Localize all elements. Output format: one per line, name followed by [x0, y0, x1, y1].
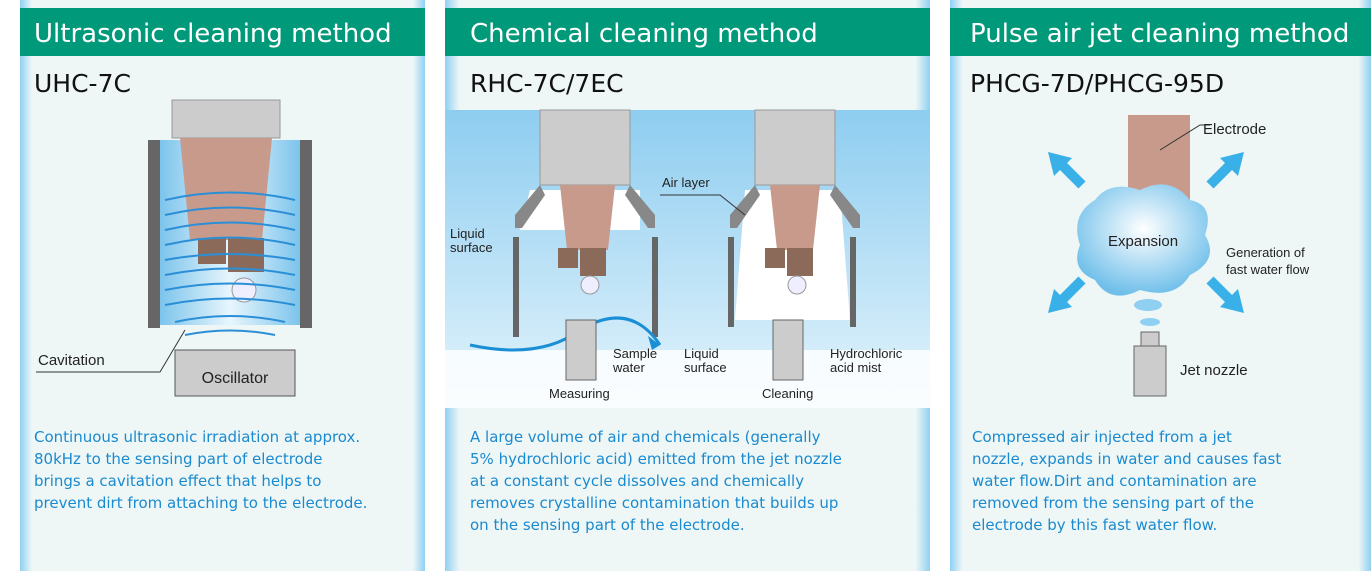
bulb: [581, 276, 599, 294]
holder: [172, 100, 280, 138]
tube-wall: [652, 237, 658, 337]
description-line: on the sensing part of the electrode.: [470, 516, 745, 534]
tube-wall: [850, 237, 856, 327]
nozzle: [773, 320, 803, 380]
bulb: [788, 276, 806, 294]
label: Jet nozzle: [1180, 362, 1248, 379]
description-line: at a constant cycle dissolves and chemic…: [470, 472, 804, 490]
panel-chemical: Chemical cleaning method RHC-7C/7EC Air …: [445, 0, 930, 571]
holder: [755, 110, 835, 185]
tube-wall: [728, 237, 734, 327]
label: Air layer: [662, 175, 710, 190]
tube-wall: [300, 140, 312, 328]
sensor: [787, 248, 813, 276]
panel-title: Ultrasonic cleaning method: [34, 19, 392, 49]
description-line: 5% hydrochloric acid) emitted from the j…: [470, 450, 842, 468]
description-line: nozzle, expands in water and causes fast: [972, 450, 1281, 468]
description-line: water flow.Dirt and contamination are: [972, 472, 1257, 490]
label: Measuring: [549, 386, 610, 401]
holder: [540, 110, 630, 185]
label: Electrode: [1203, 121, 1266, 138]
panel-title: Pulse air jet cleaning method: [970, 19, 1349, 49]
description-line: brings a cavitation effect that helps to: [34, 472, 321, 490]
description-line: electrode by this fast water flow.: [972, 516, 1217, 534]
label: Cavitation: [38, 352, 105, 369]
description-line: 80kHz to the sensing part of electrode: [34, 450, 323, 468]
figure: Ultrasonic cleaning method UHC-7C Oscill…: [0, 0, 1371, 571]
label: Oscillator: [202, 370, 269, 387]
panel-ultrasonic: Ultrasonic cleaning method UHC-7C Oscill…: [20, 0, 425, 571]
nozzle-tip: [1141, 332, 1159, 346]
description-line: A large volume of air and chemicals (gen…: [470, 428, 821, 446]
description-line: prevent dirt from attaching to the elect…: [34, 494, 367, 512]
nozzle: [1134, 346, 1166, 396]
label: Cleaning: [762, 386, 813, 401]
sensor: [198, 238, 226, 264]
description-line: Compressed air injected from a jet: [972, 428, 1232, 446]
label: Expansion: [1108, 233, 1178, 250]
description-line: removed from the sensing part of the: [972, 494, 1254, 512]
sensor: [765, 248, 785, 268]
sensor: [580, 248, 606, 276]
sensor: [558, 248, 578, 268]
description-line: removes crystalline contamination that b…: [470, 494, 838, 512]
panel-pulse-air: Pulse air jet cleaning method PHCG-7D/PH…: [950, 0, 1371, 571]
tube-wall: [148, 140, 160, 328]
bubble: [1140, 318, 1160, 326]
model: UHC-7C: [34, 69, 131, 98]
bubble: [1134, 299, 1162, 311]
nozzle: [566, 320, 596, 380]
panel-title: Chemical cleaning method: [470, 19, 818, 49]
tube-wall: [513, 237, 519, 337]
model: PHCG-7D/PHCG-95D: [970, 69, 1224, 98]
description-line: Continuous ultrasonic irradiation at app…: [34, 428, 360, 446]
model: RHC-7C/7EC: [470, 69, 624, 98]
page: Ultrasonic cleaning method UHC-7C Oscill…: [0, 0, 1371, 571]
